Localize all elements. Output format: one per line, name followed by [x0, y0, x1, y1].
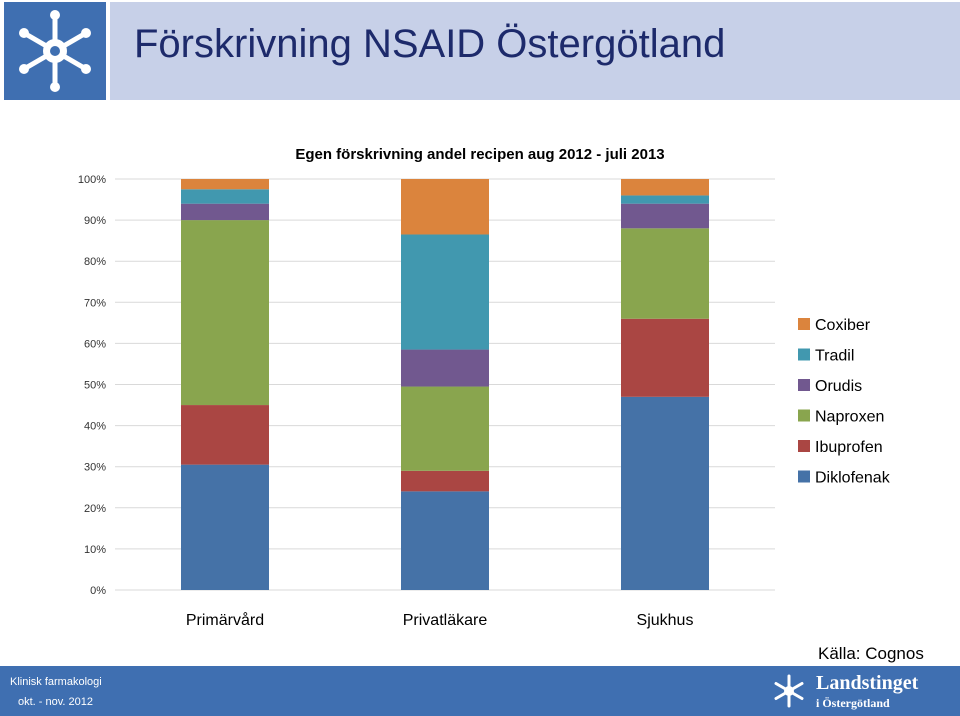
snowflake-icon	[19, 10, 91, 92]
x-category-label: Sjukhus	[637, 612, 694, 629]
bar-segment-coxiber	[621, 179, 709, 196]
y-tick-label: 80%	[84, 256, 106, 268]
bar-segment-orudis	[401, 349, 489, 387]
footer-department: Klinisk farmakologi	[10, 676, 102, 688]
stacked-bar-chart: 0% 10% 20% 30% 40% 50% 60% 70% 80% 90% 100% Primär…	[78, 174, 891, 629]
bar-segment-tradil	[621, 195, 709, 204]
bar-segment-tradil	[181, 189, 269, 204]
legend: Coxiber Tradil Orudis Naproxen Ibuprofen Dikl…	[798, 317, 891, 487]
y-tick-label: 50%	[84, 380, 106, 392]
y-tick-label: 0%	[90, 585, 106, 597]
y-tick-label: 100%	[78, 174, 106, 186]
y-tick-label: 30%	[84, 462, 106, 474]
legend-label: Coxiber	[815, 317, 871, 334]
bar-segment-tradil	[401, 234, 489, 350]
legend-label: Naproxen	[815, 409, 884, 426]
y-tick-label: 90%	[84, 215, 106, 227]
bar-segment-orudis	[181, 203, 269, 221]
y-tick-label: 40%	[84, 421, 106, 433]
y-tick-label: 70%	[84, 297, 106, 309]
legend-swatch	[798, 470, 810, 483]
legend-swatch	[798, 440, 810, 452]
legend-swatch	[798, 318, 810, 330]
chart-title: Egen förskrivning andel recipen aug 2012…	[295, 146, 665, 163]
y-tick-label: 20%	[84, 503, 106, 515]
legend-label: Diklofenak	[815, 470, 891, 487]
x-category-label: Primärvård	[186, 611, 264, 629]
snowflake-logo	[4, 2, 106, 100]
bar-segment-ibuprofen	[181, 405, 269, 465]
bar-segment-ibuprofen	[621, 318, 709, 397]
org-logo: Landstinget i Östergötland	[770, 670, 950, 712]
snowflake-emblem-icon	[774, 674, 804, 708]
bar-segment-diklofenak	[621, 396, 709, 590]
title-bar: Förskrivning NSAID Östergötland	[110, 2, 960, 100]
legend-label: Tradil	[815, 348, 854, 365]
source-label: Källa: Cognos	[818, 644, 924, 663]
legend-swatch	[798, 409, 810, 422]
org-subtitle: i Östergötland	[816, 696, 890, 710]
y-tick-label: 60%	[84, 338, 106, 350]
bar-segment-diklofenak	[181, 464, 269, 590]
bar-segment-coxiber	[181, 179, 269, 190]
y-tick-label: 10%	[84, 544, 106, 556]
bar-segment-coxiber	[401, 179, 489, 235]
y-axis-ticks: 0% 10% 20% 30% 40% 50% 60% 70% 80% 90% 100%	[78, 174, 106, 597]
footer-date: okt. - nov. 2012	[18, 696, 94, 708]
page-title: Förskrivning NSAID Östergötland	[134, 22, 726, 66]
bar-segment-naproxen	[621, 228, 709, 319]
legend-label: Orudis	[815, 378, 862, 395]
legend-label: Ibuprofen	[815, 439, 883, 456]
footer-bar: Klinisk farmakologi okt. - nov. 2012 Lan…	[0, 666, 960, 716]
x-axis-categories: Primärvård Privatläkare Sjukhus	[186, 611, 694, 629]
bar-segment-ibuprofen	[401, 470, 489, 492]
legend-swatch	[798, 379, 810, 391]
bars-layer	[181, 179, 709, 590]
legend-swatch	[798, 348, 810, 361]
bar-segment-diklofenak	[401, 491, 489, 590]
org-name: Landstinget	[816, 672, 919, 694]
bar-segment-orudis	[621, 203, 709, 229]
x-category-label: Privatläkare	[403, 612, 488, 629]
bar-segment-naproxen	[181, 220, 269, 406]
bar-segment-naproxen	[401, 386, 489, 471]
